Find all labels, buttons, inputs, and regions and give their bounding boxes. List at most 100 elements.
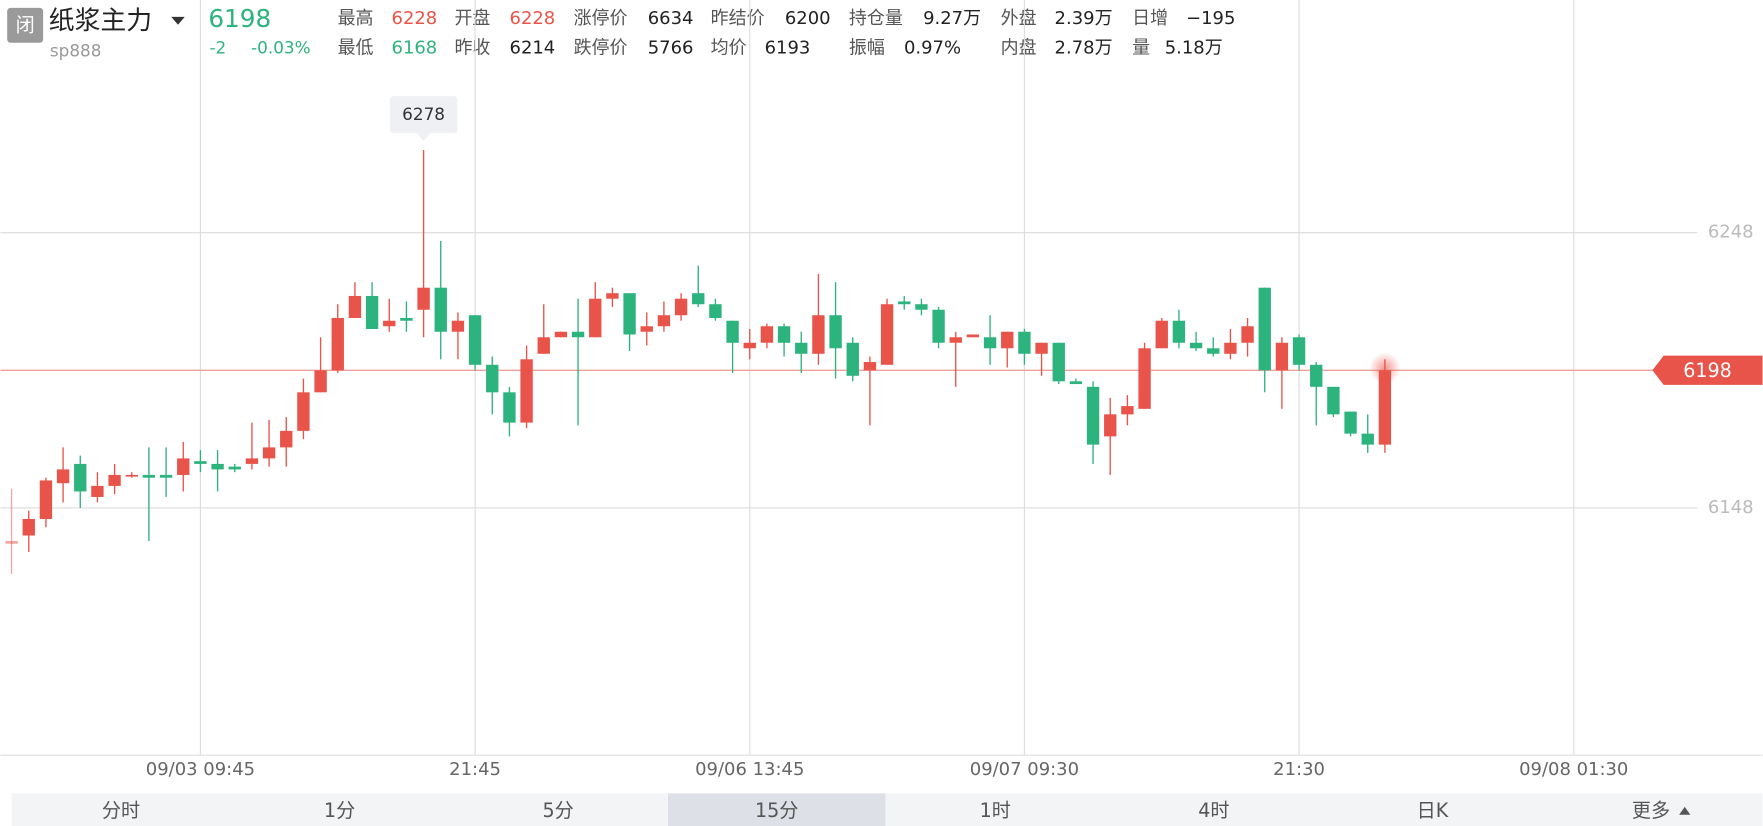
candle-body [554, 331, 568, 338]
stat-value: 0.97% [904, 37, 961, 58]
candle-body [1138, 348, 1151, 409]
stat-value: −195 [1186, 8, 1235, 29]
candle-body [1310, 364, 1323, 387]
candle-body [177, 458, 190, 475]
candle-body [211, 463, 224, 470]
more-icon[interactable] [1679, 806, 1691, 815]
y-tick-label: 6248 [1708, 222, 1754, 243]
stat-label: 持仓量 [849, 8, 903, 29]
candle-body [1052, 342, 1065, 382]
candle-body [915, 304, 928, 310]
tab-label[interactable]: 更多 [1632, 799, 1670, 822]
candle-body [623, 293, 636, 335]
y-tick-label: 6148 [1708, 497, 1754, 518]
stat-value: 6634 [648, 8, 694, 29]
tab-label[interactable]: 15分 [755, 799, 798, 822]
tab-label[interactable]: 日K [1417, 799, 1449, 822]
x-tick-label: 21:30 [1273, 759, 1325, 780]
candle-body [812, 315, 825, 354]
candle-body [56, 469, 70, 484]
last-price-label: 6198 [1683, 359, 1732, 382]
stat-label: 昨收 [454, 37, 490, 58]
candle-body [142, 474, 156, 478]
change: -2 [209, 37, 226, 57]
candle-body [709, 304, 722, 318]
candle-body [1155, 320, 1168, 349]
candle-body [417, 287, 430, 310]
stat-value: 6168 [392, 37, 438, 58]
x-tick-label: 09/07 09:30 [970, 759, 1079, 780]
last-price-tag [1652, 355, 1763, 385]
stat-label: 开盘 [454, 8, 490, 29]
badge-text: 闭 [16, 13, 35, 36]
candle-body [1189, 342, 1203, 349]
candle-body [880, 304, 894, 365]
stat-value: 2.39万 [1055, 8, 1113, 29]
x-tick-label: 21:45 [449, 759, 501, 780]
candle-body [726, 320, 739, 343]
stat-value: 6200 [785, 8, 831, 29]
tooltip-label: 6278 [402, 104, 445, 124]
candle-body [5, 541, 18, 544]
candle-body [1275, 342, 1289, 371]
candle-body [1086, 386, 1100, 445]
candle-body [486, 364, 499, 393]
x-tick-label: 09/08 01:30 [1519, 759, 1628, 780]
stat-value: 6193 [765, 37, 811, 58]
stat-label: 涨停价 [574, 8, 628, 29]
tab-label[interactable]: 4时 [1198, 799, 1229, 822]
candle-body [297, 392, 310, 431]
tab-label[interactable]: 分时 [102, 799, 140, 822]
candle-body [949, 337, 962, 343]
candle-body [1224, 342, 1237, 354]
candle-body [777, 326, 791, 343]
candle-body [1292, 337, 1306, 365]
change-pct: -0.03% [251, 37, 311, 57]
tab-label[interactable]: 1时 [980, 799, 1011, 822]
stat-label: 均价 [711, 37, 747, 58]
tab-label[interactable]: 5分 [542, 799, 573, 822]
contract-name[interactable]: 纸浆主力 [49, 6, 152, 36]
stat-label: 最高 [338, 8, 374, 29]
candle-body [589, 298, 602, 338]
candle-body [1207, 348, 1220, 354]
candle-body [1069, 381, 1083, 385]
tooltip-box [389, 96, 458, 134]
candle-body [863, 362, 877, 371]
tab-selected [667, 793, 886, 826]
candle-body [365, 295, 379, 329]
candle-body [1001, 331, 1014, 349]
candle-body [640, 326, 653, 332]
candle-body [1327, 386, 1340, 415]
last-glow [1369, 352, 1401, 385]
candle-body [932, 309, 945, 343]
candle-body [1258, 287, 1271, 371]
candle-body [692, 293, 705, 305]
candle-body [194, 461, 207, 464]
candle-body [108, 474, 121, 486]
candle-body [537, 337, 550, 354]
stat-label: 内盘 [1001, 37, 1037, 58]
candle-body [657, 315, 671, 327]
candle-body [1035, 342, 1048, 354]
candle-body [314, 370, 327, 393]
candle-body [743, 342, 756, 349]
candle-body [1378, 370, 1392, 445]
stat-value: 6228 [510, 8, 556, 29]
candle-body [262, 447, 276, 459]
dropdown-icon[interactable] [171, 16, 185, 25]
candle-body [22, 518, 35, 536]
tab-label[interactable]: 1分 [324, 799, 355, 822]
stat-value: 5.18万 [1165, 37, 1223, 58]
candle-body [1344, 411, 1357, 434]
stat-value: 6214 [510, 37, 556, 58]
stat-label: 外盘 [1001, 8, 1037, 29]
candle-body [1104, 414, 1117, 437]
tab-bar [11, 793, 1763, 826]
stat-label: 最低 [338, 37, 374, 58]
candle-body [331, 317, 344, 371]
candle-body [228, 466, 241, 470]
candle-body [503, 392, 516, 423]
